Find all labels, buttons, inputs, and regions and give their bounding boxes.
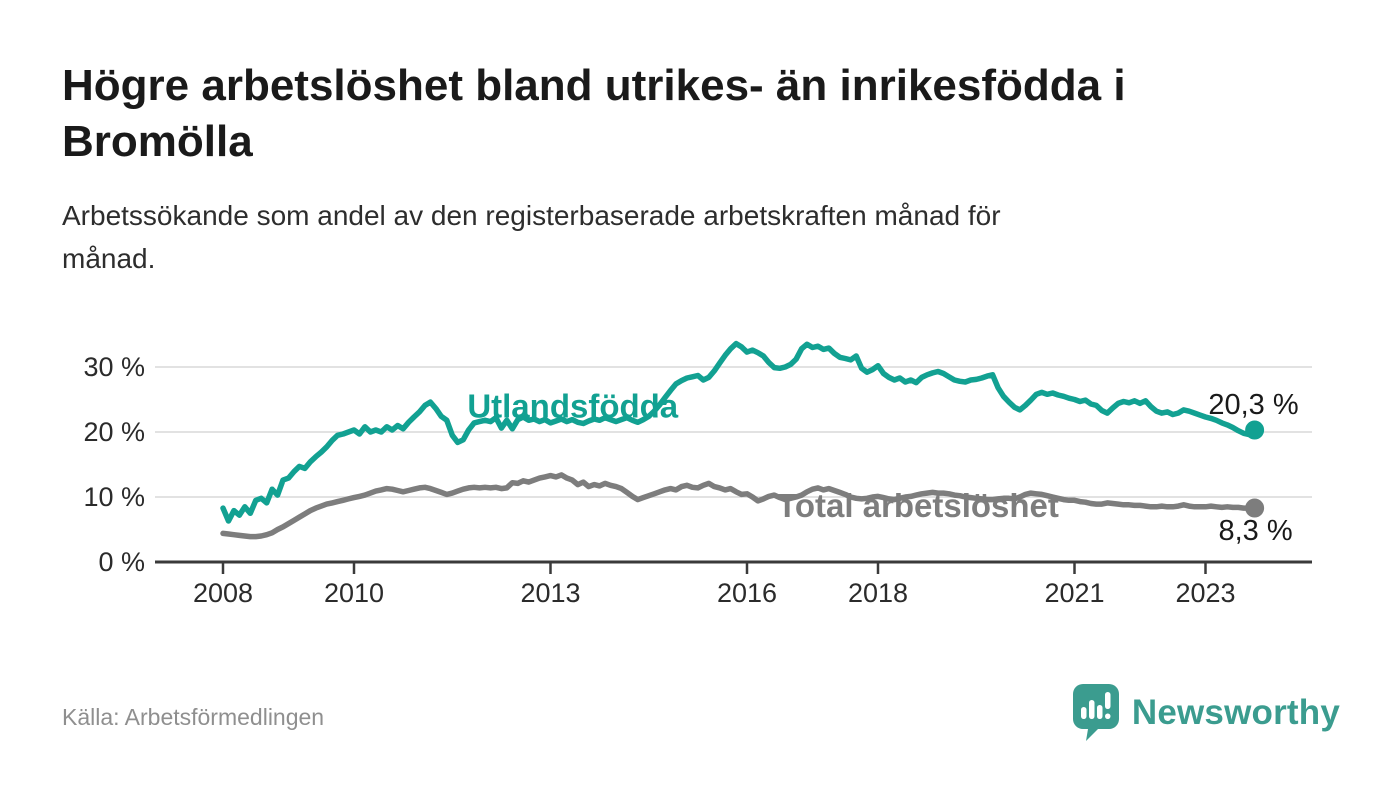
page-subtitle: Arbetssökande som andel av den registerb…	[62, 194, 1282, 281]
y-tick-label-20: 20 %	[83, 417, 145, 447]
series-end-dot-utlandsfodda	[1245, 420, 1265, 440]
series-end-value-total: 8,3 %	[1218, 515, 1292, 547]
page-subtitle-line-1: Arbetssökande som andel av den registerb…	[62, 200, 1001, 231]
page-subtitle-line-2: månad.	[62, 243, 156, 275]
y-tick-label-0: 0 %	[98, 547, 145, 577]
series-label-utlandsfodda: Utlandsfödda	[467, 388, 678, 425]
x-tick-label-2018: 2018	[848, 578, 908, 608]
y-tick-label-10: 10 %	[83, 482, 145, 512]
series-end-dot-total	[1245, 498, 1265, 518]
series-label-total: Total arbetslöshet	[777, 487, 1059, 524]
page-title-line-1: Högre arbetslöshet bland utrikes- än inr…	[62, 61, 1126, 110]
y-tick-label-30: 30 %	[83, 352, 145, 382]
page-title: Högre arbetslöshet bland utrikes- än inr…	[62, 58, 1332, 171]
x-tick-label-2008: 2008	[193, 578, 253, 608]
brand-logo: Newsworthy	[1072, 684, 1340, 741]
x-tick-label-2021: 2021	[1044, 578, 1104, 608]
series-end-value-utlandsfodda: 20,3 %	[1208, 389, 1298, 421]
page-title-line-2: Bromölla	[62, 117, 253, 167]
series-line-total	[220, 472, 1258, 540]
x-tick-label-2010: 2010	[324, 578, 384, 608]
series-line-utlandsfodda	[220, 340, 1258, 524]
brand-wordmark: Newsworthy	[1131, 692, 1340, 732]
x-tick-label-2023: 2023	[1175, 578, 1235, 608]
source-note: Källa: Arbetsförmedlingen	[62, 704, 325, 730]
newsworthy-bubble-chart-icon	[1072, 684, 1119, 741]
x-tick-label-2016: 2016	[717, 578, 777, 608]
x-tick-label-2013: 2013	[520, 578, 580, 608]
